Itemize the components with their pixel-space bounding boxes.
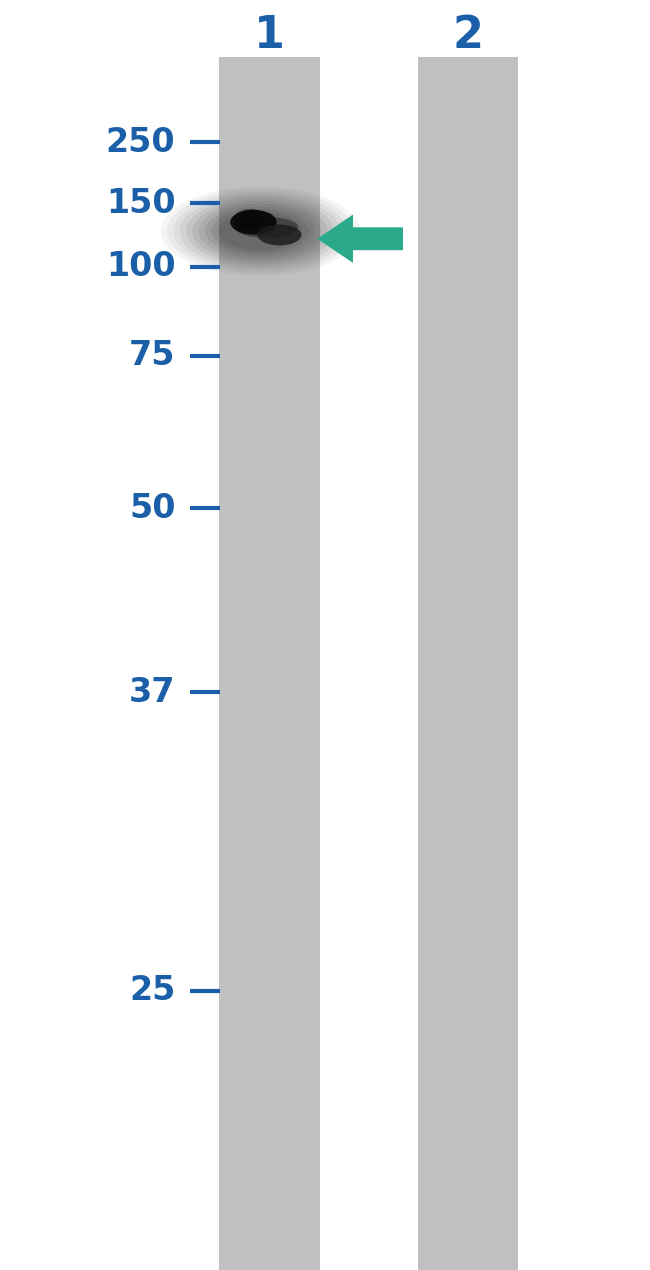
- Ellipse shape: [186, 198, 334, 264]
- Ellipse shape: [235, 217, 298, 237]
- Ellipse shape: [234, 208, 266, 229]
- Ellipse shape: [199, 203, 321, 259]
- Text: 250: 250: [106, 126, 176, 159]
- Bar: [417, 57, 519, 1270]
- Text: 37: 37: [129, 676, 176, 709]
- Ellipse shape: [211, 210, 309, 253]
- Ellipse shape: [167, 189, 353, 273]
- Text: 25: 25: [129, 974, 176, 1007]
- Ellipse shape: [257, 225, 302, 245]
- Ellipse shape: [179, 196, 341, 268]
- Bar: [219, 57, 320, 1270]
- Text: 150: 150: [106, 187, 176, 220]
- Ellipse shape: [192, 201, 328, 262]
- Ellipse shape: [230, 210, 277, 235]
- Ellipse shape: [218, 212, 302, 250]
- Text: 50: 50: [129, 491, 176, 525]
- Text: 2: 2: [452, 14, 484, 57]
- Text: 1: 1: [254, 14, 285, 57]
- Ellipse shape: [174, 192, 346, 271]
- FancyArrow shape: [317, 215, 403, 263]
- Ellipse shape: [205, 206, 315, 257]
- Text: 75: 75: [129, 339, 176, 372]
- Text: 100: 100: [106, 250, 176, 283]
